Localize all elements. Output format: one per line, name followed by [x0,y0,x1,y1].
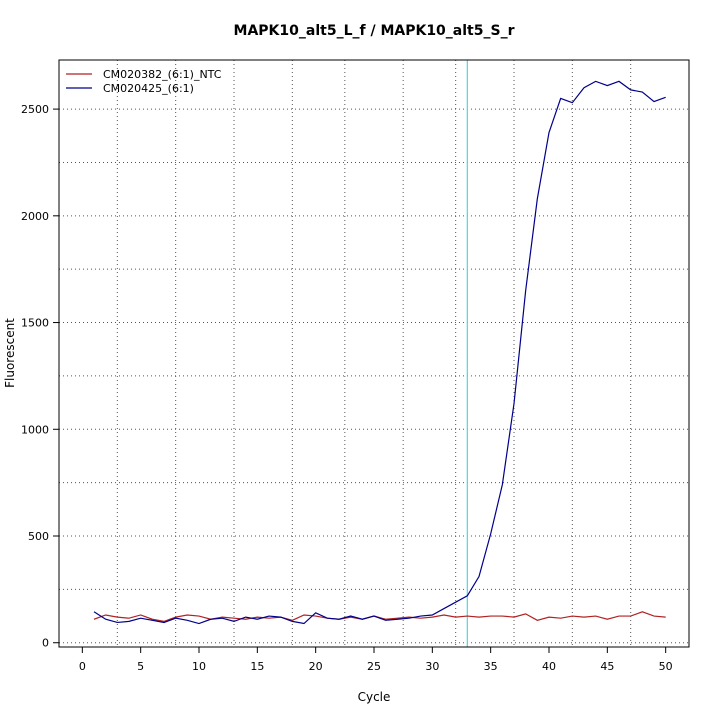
x-tick-label: 50 [659,660,673,673]
plot-area-border [58,59,690,648]
chart-title: MAPK10_alt5_L_f / MAPK10_alt5_S_r [234,23,515,39]
y-axis: 0 500 1000 1500 2000 2500 [21,103,59,650]
series-line-2 [93,80,666,625]
x-tick-label: 25 [367,660,381,673]
legend-label: CM020425_(6:1) [103,82,194,95]
y-tick-label: 2500 [21,103,49,116]
x-tick-label: 0 [79,660,86,673]
x-tick-label: 15 [250,660,264,673]
x-axis-label: Cycle [358,690,391,704]
y-tick-label: 500 [28,530,49,543]
y-tick-label: 1000 [21,423,49,436]
series-lines [93,80,666,625]
x-tick-label: 30 [425,660,439,673]
y-tick-label: 1500 [21,317,49,330]
x-tick-label: 45 [600,660,614,673]
grid [59,60,689,647]
y-tick-label: 2000 [21,210,49,223]
y-tick-label: 0 [42,637,49,650]
x-tick-label: 40 [542,660,556,673]
legend-label: CM020382_(6:1)_NTC [103,68,222,81]
x-tick-label: 5 [137,660,144,673]
x-axis: 0 5 10 15 20 25 30 35 40 45 50 [79,647,673,673]
x-tick-label: 35 [484,660,498,673]
x-tick-label: 10 [192,660,206,673]
series-line-1 [93,611,666,623]
y-axis-label: Fluorescent [3,318,17,388]
x-tick-label: 20 [309,660,323,673]
